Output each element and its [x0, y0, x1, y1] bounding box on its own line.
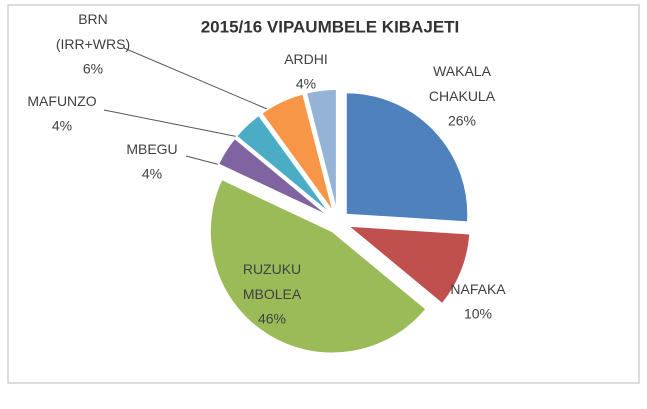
category-label: RUZUKU MBOLEA	[243, 261, 302, 302]
pie-slice	[345, 91, 469, 223]
value-label: 4%	[142, 166, 162, 182]
value-label: 26%	[448, 113, 476, 129]
pie-slice	[209, 178, 428, 355]
chart-title: 2015/16 VIPAUMBELE KIBAJETI	[201, 17, 460, 36]
pie-slice	[217, 137, 330, 217]
category-label: MAFUNZO	[27, 93, 96, 109]
category-label: WAKALA CHAKULA	[429, 63, 496, 104]
value-label: 46%	[258, 311, 286, 327]
category-label: NAFAKA	[450, 281, 506, 297]
pie-slice	[345, 225, 471, 305]
category-label: ARDHI	[284, 51, 328, 67]
pie-slice	[260, 92, 335, 213]
category-label: BRN (IRR+WRS)	[56, 11, 130, 52]
value-label: 6%	[83, 61, 103, 77]
value-label: 4%	[296, 76, 316, 92]
value-label: 4%	[52, 118, 72, 134]
pie-slice	[235, 114, 332, 215]
pie-slice	[305, 88, 338, 212]
value-label: 10%	[464, 306, 492, 322]
leader-line	[123, 47, 275, 113]
category-label: MBEGU	[126, 141, 177, 157]
leader-line	[103, 109, 245, 139]
